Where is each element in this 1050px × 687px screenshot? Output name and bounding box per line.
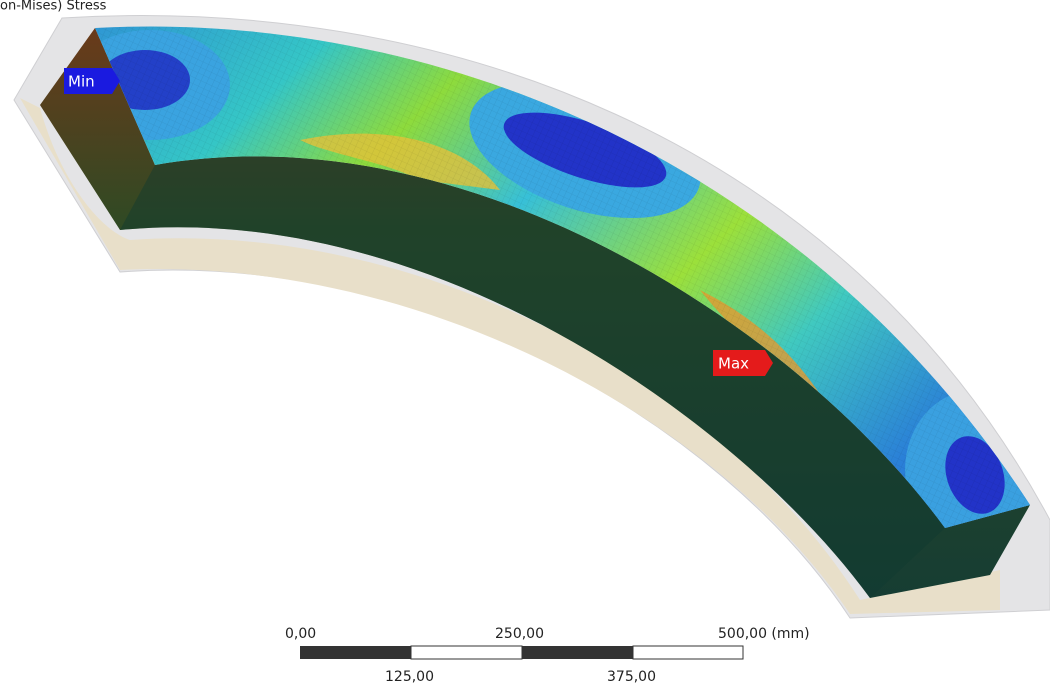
scale-bar: 0,00 250,00 500,00 (mm) 125,00 375,00 bbox=[285, 626, 810, 685]
scale-segment bbox=[300, 646, 411, 659]
scale-label: 125,00 bbox=[385, 669, 434, 685]
page: on-Mises) Stress Min Max 0,00 250,00 500… bbox=[0, 0, 1050, 687]
scale-label: 500,00 (mm) bbox=[718, 626, 810, 642]
scale-label: 250,00 bbox=[495, 626, 544, 642]
result-title: on-Mises) Stress bbox=[0, 0, 107, 14]
scale-segment bbox=[633, 646, 743, 659]
scale-label: 0,00 bbox=[285, 626, 316, 642]
scale-label: 375,00 bbox=[607, 669, 656, 685]
scale-segment bbox=[522, 646, 633, 659]
max-label: Max bbox=[718, 355, 749, 373]
scale-segment bbox=[411, 646, 522, 659]
min-label: Min bbox=[68, 73, 95, 91]
viewport: on-Mises) Stress Min Max 0,00 250,00 500… bbox=[0, 0, 1050, 687]
